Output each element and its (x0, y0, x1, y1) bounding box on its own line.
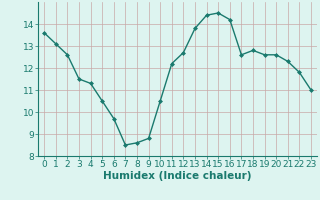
X-axis label: Humidex (Indice chaleur): Humidex (Indice chaleur) (103, 171, 252, 181)
